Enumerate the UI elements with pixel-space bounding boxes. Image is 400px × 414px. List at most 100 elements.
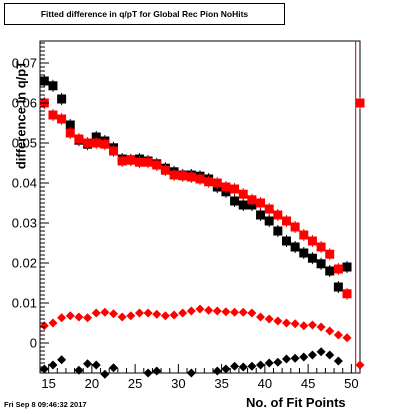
- data-point: [152, 366, 162, 376]
- data-point: [238, 200, 248, 210]
- data-point: [57, 355, 67, 365]
- data-point: [100, 369, 110, 379]
- axes: 15 20 25 30 35 40 45 50 0 0.01 0.02 0.03 0.04 0.05 0.0…: [12, 42, 361, 391]
- data-point: [281, 216, 291, 226]
- data-point: [290, 222, 300, 232]
- data-point: [169, 170, 179, 180]
- data-point: [91, 360, 101, 370]
- data-point: [186, 306, 196, 316]
- data-point: [74, 365, 84, 375]
- data-point: [256, 360, 266, 370]
- data-point: [307, 253, 317, 263]
- data-point: [195, 304, 205, 314]
- data-point: [333, 356, 343, 366]
- data-point: [355, 98, 365, 108]
- x-tick-label: 20: [85, 376, 99, 391]
- data-point: [325, 326, 335, 336]
- data-point: [230, 184, 240, 194]
- data-point: [256, 312, 266, 322]
- data-point: [281, 318, 291, 328]
- data-point: [91, 308, 101, 318]
- data-point: [83, 359, 93, 369]
- data-point: [290, 353, 300, 363]
- data-point: [325, 350, 335, 360]
- data-point: [160, 311, 170, 321]
- data-point: [134, 157, 144, 167]
- chart-title: Fitted difference in q/pT for Global Rec…: [4, 3, 285, 25]
- data-point: [316, 347, 326, 357]
- data-point: [117, 312, 127, 322]
- data-point: [264, 314, 274, 324]
- data-point: [247, 361, 257, 371]
- data-point: [57, 313, 67, 323]
- data-point: [299, 248, 309, 258]
- data-point: [204, 177, 214, 187]
- y-tick-label: 0.06: [12, 96, 37, 111]
- data-point: [74, 312, 84, 322]
- data-point: [281, 354, 291, 364]
- data-point: [195, 174, 205, 184]
- data-point: [212, 306, 222, 316]
- data-point: [126, 155, 136, 165]
- data-point: [316, 322, 326, 332]
- data-point: [325, 249, 335, 259]
- y-tick-label: 0.07: [12, 56, 37, 71]
- data-point: [281, 236, 291, 246]
- data-point: [204, 305, 214, 315]
- data-point: [91, 138, 101, 148]
- data-point: [221, 364, 231, 374]
- y-tick-label: 0.04: [12, 176, 37, 191]
- data-point: [134, 308, 144, 318]
- data-point: [238, 307, 248, 317]
- data-point: [48, 318, 58, 328]
- data-point: [109, 363, 119, 373]
- data-markers: [39, 75, 365, 379]
- x-tick-label: 15: [41, 376, 55, 391]
- data-point: [117, 156, 127, 166]
- data-point: [355, 360, 365, 370]
- data-point: [109, 146, 119, 156]
- data-point: [100, 307, 110, 317]
- data-point: [230, 196, 240, 206]
- data-point: [264, 216, 274, 226]
- data-point: [48, 110, 58, 120]
- data-point: [109, 309, 119, 319]
- data-point: [221, 307, 231, 317]
- data-point: [333, 264, 343, 274]
- data-point: [221, 182, 231, 192]
- data-point: [342, 262, 352, 272]
- data-point: [299, 321, 309, 331]
- data-point: [178, 171, 188, 181]
- data-point: [143, 308, 153, 318]
- data-point: [160, 165, 170, 175]
- data-point: [212, 366, 222, 376]
- y-tick-label: 0.05: [12, 136, 37, 151]
- data-point: [247, 195, 257, 205]
- x-tick-label: 30: [171, 376, 185, 391]
- data-point: [48, 360, 58, 370]
- data-point: [264, 358, 274, 368]
- y-tick-label: 0: [30, 336, 37, 351]
- date-stamp: Fri Sep 8 09:46:32 2017: [4, 400, 87, 409]
- data-point: [273, 226, 283, 236]
- data-point: [316, 242, 326, 252]
- y-tick-label: 0.02: [12, 256, 37, 271]
- data-point: [186, 172, 196, 182]
- data-point: [307, 320, 317, 330]
- data-point: [307, 350, 317, 360]
- data-point: [256, 198, 266, 208]
- data-point: [65, 120, 75, 130]
- data-point: [273, 357, 283, 367]
- data-point: [65, 128, 75, 138]
- data-point: [48, 81, 58, 91]
- data-point: [342, 289, 352, 299]
- data-point: [65, 311, 75, 321]
- data-point: [238, 189, 248, 199]
- data-point: [39, 76, 49, 86]
- plot-frame: [39, 40, 361, 374]
- data-point: [273, 210, 283, 220]
- data-point: [152, 309, 162, 319]
- x-tick-label: 45: [301, 376, 315, 391]
- y-tick-label: 0.03: [12, 216, 37, 231]
